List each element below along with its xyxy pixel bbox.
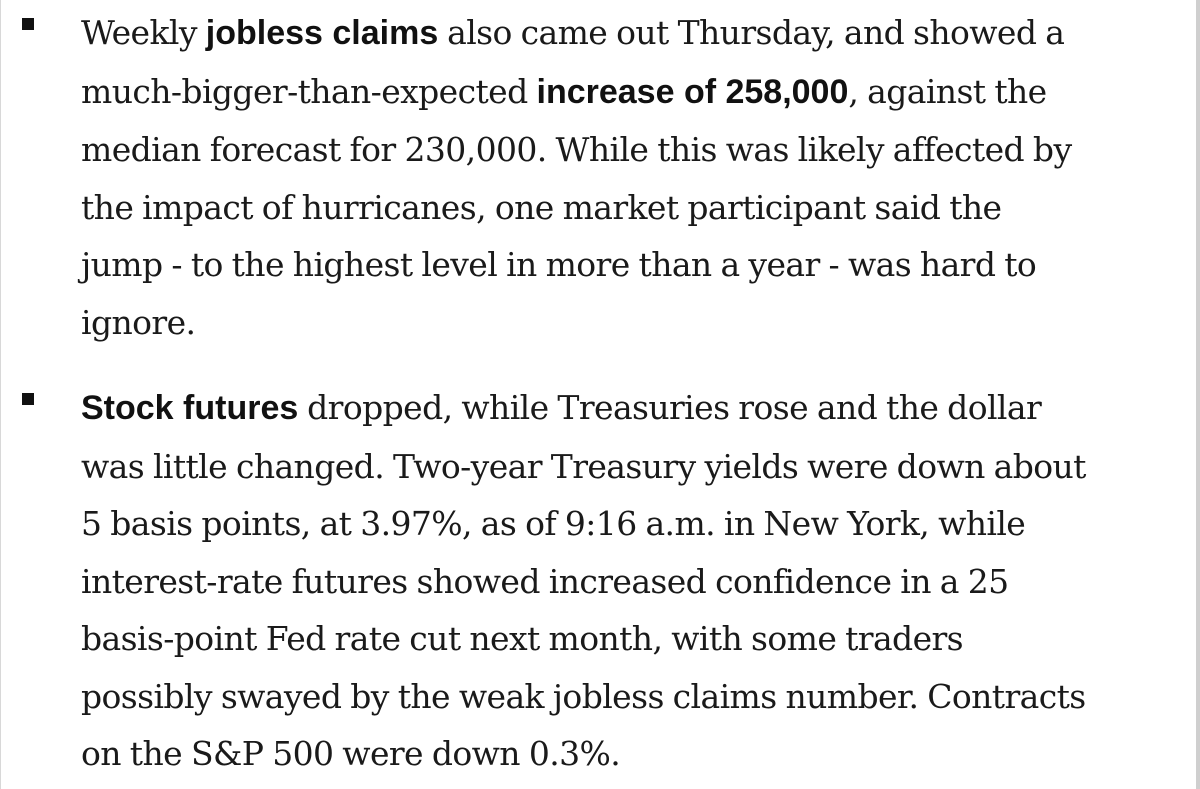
text-line: possibly swayed by the weak jobless clai… bbox=[81, 676, 1086, 716]
text-line: basis-point Fed rate cut next month, wit… bbox=[81, 619, 964, 658]
text-line: interest-rate futures showed increased c… bbox=[81, 561, 1009, 601]
text-line: much-bigger-than-expected increase of 25… bbox=[81, 71, 1047, 111]
square-bullet-icon bbox=[22, 393, 34, 405]
bold-phrase: Stock futures bbox=[81, 389, 299, 427]
text-line: 5 basis points, at 3.97%, as of 9:16 a.m… bbox=[81, 504, 1026, 543]
paragraph-jobless-claims: Weekly jobless claims also came out Thur… bbox=[81, 4, 1176, 351]
paragraph-stock-futures: Stock futures dropped, while Treasuries … bbox=[81, 379, 1176, 783]
text-line: the impact of hurricanes, one market par… bbox=[81, 187, 1002, 227]
text-line: on the S&P 500 were down 0.3%. bbox=[81, 734, 621, 773]
bold-phrase: increase of 258,000 bbox=[536, 72, 849, 111]
text-line: Weekly jobless claims also came out Thur… bbox=[81, 13, 1065, 52]
square-bullet-icon bbox=[22, 18, 34, 30]
text-line: jump - to the highest level in more than… bbox=[81, 245, 1037, 284]
bold-phrase: jobless claims bbox=[205, 14, 439, 52]
text-line: Stock futures dropped, while Treasuries … bbox=[81, 388, 1042, 427]
text-line: was little changed. Two-year Treasury yi… bbox=[81, 446, 1086, 486]
text-line: ignore. bbox=[81, 302, 196, 342]
text-line: median forecast for 230,000. While this … bbox=[81, 130, 1072, 169]
